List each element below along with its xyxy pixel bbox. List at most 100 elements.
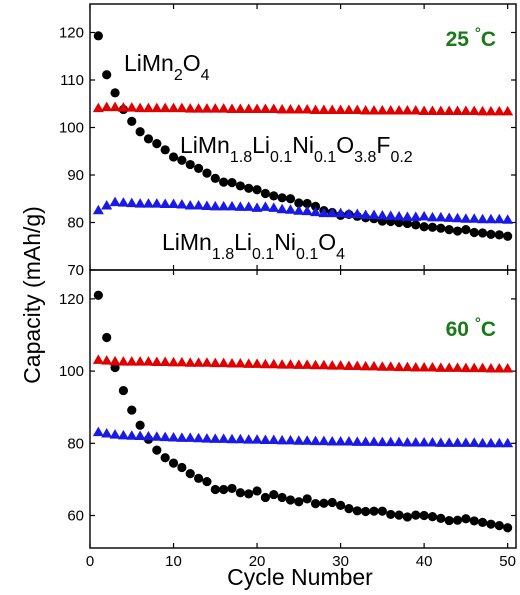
data-point [402, 512, 413, 522]
data-point [393, 210, 405, 221]
data-point [209, 433, 221, 443]
data-point [368, 209, 380, 219]
data-point [193, 432, 205, 443]
data-point [368, 436, 380, 446]
data-point [184, 103, 196, 113]
y-tick-label-bottom: 120 [59, 291, 84, 308]
data-point [410, 437, 422, 447]
data-point [452, 212, 464, 223]
data-point [252, 185, 262, 195]
data-point [276, 104, 288, 114]
data-point [152, 139, 162, 149]
data-point [269, 489, 279, 500]
data-point [502, 437, 514, 448]
data-point [151, 198, 163, 208]
data-point [401, 437, 413, 447]
data-point [460, 437, 472, 447]
data-point [159, 198, 171, 209]
data-point [443, 105, 455, 115]
data-point [418, 437, 430, 447]
data-point [185, 159, 195, 170]
data-point [318, 104, 330, 115]
data-point [385, 104, 397, 115]
data-point [243, 103, 255, 114]
data-point [109, 355, 121, 366]
data-point [118, 385, 129, 396]
data-point [360, 360, 372, 371]
data-point [335, 104, 347, 115]
data-point [343, 360, 355, 371]
data-point [419, 222, 429, 232]
data-point [251, 103, 263, 114]
y-tick-label-bottom: 60 [67, 508, 84, 525]
data-point [468, 105, 480, 115]
y-tick-label-top: 70 [67, 262, 84, 279]
data-point [277, 193, 287, 203]
data-point [185, 469, 195, 479]
y-tick-label-top: 120 [59, 25, 84, 42]
data-point [259, 201, 271, 211]
data-point [294, 198, 304, 208]
data-point [259, 434, 271, 445]
data-point [410, 104, 422, 115]
data-point [218, 200, 230, 211]
data-point [443, 437, 455, 447]
data-point [234, 357, 246, 368]
data-point [101, 355, 113, 365]
data-point [326, 207, 338, 218]
data-point [135, 127, 145, 137]
y-tick-label-top: 100 [59, 120, 84, 137]
data-point [234, 433, 246, 444]
data-point [235, 488, 245, 498]
data-point [410, 211, 422, 221]
data-point [393, 361, 405, 372]
data-point [351, 360, 363, 371]
data-point [102, 70, 112, 80]
data-point [209, 103, 221, 113]
data-point [326, 360, 338, 370]
data-point [452, 226, 463, 236]
data-point [427, 511, 438, 522]
data-point [486, 229, 496, 239]
data-point [209, 200, 221, 211]
data-point [226, 433, 238, 444]
data-point [477, 228, 488, 238]
data-point [294, 497, 304, 507]
data-point [376, 361, 388, 371]
data-point [327, 497, 337, 508]
data-point [494, 230, 504, 240]
data-point [168, 198, 180, 209]
data-point [401, 104, 413, 115]
data-point [202, 168, 212, 178]
data-point [268, 434, 280, 445]
data-point [277, 492, 287, 503]
data-point [393, 436, 405, 447]
data-point [444, 515, 454, 526]
data-point [117, 356, 129, 366]
data-point [310, 359, 322, 370]
data-point [284, 104, 296, 114]
data-point [452, 437, 464, 447]
data-point [193, 473, 204, 483]
data-point [142, 356, 154, 366]
data-point [343, 104, 355, 115]
data-point [92, 354, 104, 364]
y-tick-label-top: 80 [67, 215, 84, 232]
data-point [302, 494, 312, 504]
data-point [235, 181, 245, 191]
data-point [244, 183, 254, 193]
data-point [102, 332, 112, 343]
data-point [360, 104, 372, 115]
data-point [411, 510, 421, 520]
data-point [460, 362, 472, 373]
data-point [218, 433, 230, 443]
data-point [134, 198, 146, 208]
data-point [134, 356, 146, 366]
data-point [410, 361, 422, 372]
data-point [376, 104, 388, 115]
data-point [252, 486, 262, 496]
data-point [92, 204, 104, 215]
data-point [219, 177, 229, 187]
data-point [251, 202, 263, 212]
data-point [361, 506, 371, 517]
